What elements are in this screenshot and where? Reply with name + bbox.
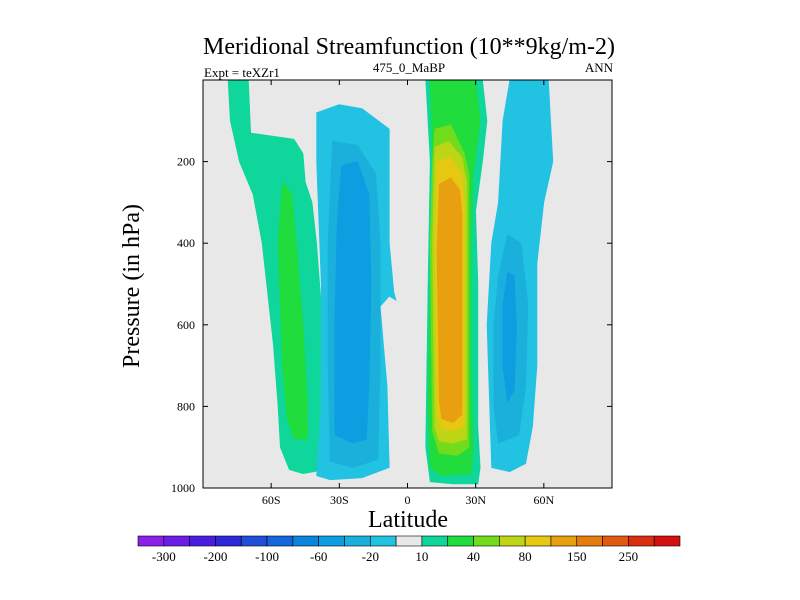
y-tick-label: 600: [177, 318, 195, 332]
contour-fill-13: [502, 271, 517, 404]
colorbar-box-18: [602, 535, 629, 547]
season-label: ANN: [585, 60, 614, 75]
x-tick-label: 30N: [465, 493, 486, 507]
colorbar: -300 -200 -100 -60 -20 10 40 80 150 250: [137, 535, 681, 564]
y-axis-label: Pressure (in hPa): [119, 204, 145, 368]
colorbar-box-16: [550, 535, 578, 547]
x-axis-label: Latitude: [368, 507, 448, 533]
plot-area: [202, 79, 613, 489]
experiment-label: Expt = teXZr1: [204, 65, 280, 80]
colorbar-label: -300: [152, 549, 176, 564]
contour-fill-10: [436, 177, 463, 424]
x-tick-label: 30S: [330, 493, 349, 507]
y-axis: 200 400 600 800 1000: [171, 155, 612, 495]
colorbar-label: 250: [619, 549, 639, 564]
colorbar-box-3: [215, 535, 242, 547]
y-tick-label: 1000: [171, 481, 195, 495]
colorbar-box-10: [395, 535, 423, 547]
colorbar-box-1: [163, 535, 190, 547]
colorbar-box-9: [369, 535, 397, 547]
colorbar-box-11: [421, 535, 449, 547]
colorbar-box-17: [576, 535, 603, 547]
colorbar-box-20: [653, 535, 681, 547]
colorbar-label: 40: [467, 549, 480, 564]
colorbar-box-5: [266, 535, 294, 547]
colorbar-box-19: [628, 535, 655, 547]
colorbar-label: -200: [204, 549, 228, 564]
colorbar-label: 80: [519, 549, 532, 564]
colorbar-box-0: [137, 535, 165, 547]
y-tick-label: 200: [177, 155, 195, 169]
y-tick-label: 400: [177, 236, 195, 250]
colorbar-label: -100: [255, 549, 279, 564]
colorbar-label: 10: [415, 549, 428, 564]
colorbar-box-4: [240, 535, 268, 547]
colorbar-box-13: [473, 535, 500, 547]
x-axis: 60S 30S 0 30N 60N: [262, 80, 554, 507]
x-tick-label: 60N: [533, 493, 554, 507]
colorbar-box-15: [524, 535, 552, 547]
colorbar-box-6: [292, 535, 319, 547]
colorbar-label: -20: [362, 549, 379, 564]
contour-fill-1: [277, 181, 308, 440]
x-tick-label: 0: [405, 493, 411, 507]
x-tick-label: 60S: [262, 493, 281, 507]
colorbar-box-14: [499, 535, 526, 547]
colorbar-box-2: [189, 535, 216, 547]
y-tick-label: 800: [177, 399, 195, 413]
contour-fill-4: [334, 161, 372, 444]
colorbar-box-7: [318, 535, 345, 547]
colorbar-box-8: [344, 535, 371, 547]
colorbar-label: 150: [567, 549, 587, 564]
chart-title: Meridional Streamfunction (10**9kg/m-2): [203, 34, 615, 60]
colorbar-box-12: [447, 535, 474, 547]
colorbar-label: -60: [310, 549, 327, 564]
period-label: 475_0_MaBP: [373, 60, 445, 75]
